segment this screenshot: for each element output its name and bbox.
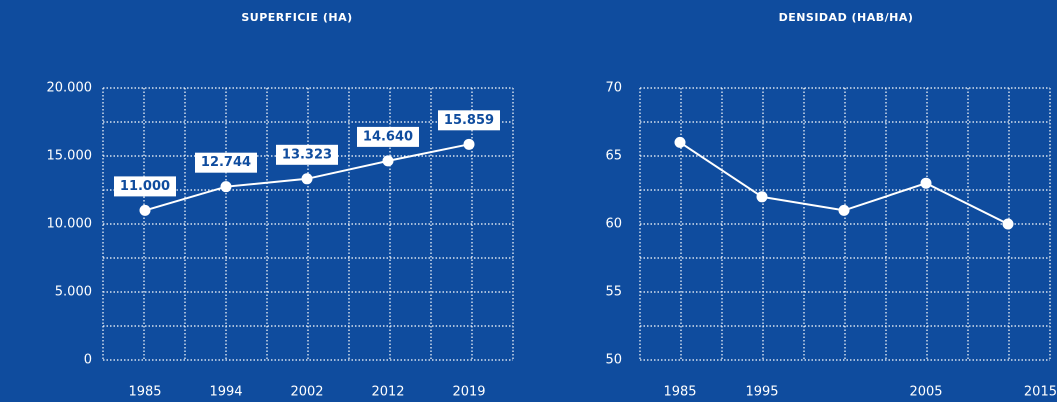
value-label: 14.640 [357,126,419,147]
y-tick-label: 55 [605,285,622,300]
chart-title: SUPERFICIE (HA) [241,11,352,24]
point [301,173,313,185]
point [756,191,768,203]
point [920,177,932,189]
x-tick-label: 2012 [371,385,404,400]
point [463,138,475,150]
y-tick-label: 5.000 [55,285,92,300]
value-label-box [438,110,500,131]
point [220,181,232,193]
value-label: 15.859 [438,110,500,131]
point [1002,218,1014,230]
value-label-text: 15.859 [444,113,494,128]
chart-title: DENSIDAD (HAB/HA) [779,11,914,24]
y-tick-label: 65 [605,149,622,164]
value-label: 13.323 [276,144,338,165]
y-tick-label: 10.000 [47,217,93,232]
point [382,155,394,167]
y-tick-label: 20.000 [47,81,93,96]
x-tick-label: 1994 [209,385,242,400]
x-tick-label: 2015 [1024,385,1057,400]
y-tick-label: 0 [84,353,92,368]
point [674,136,686,148]
value-label-box [114,176,176,197]
value-label-box [195,152,257,173]
x-tick-label: 2019 [452,385,485,400]
x-tick-label: 2002 [290,385,323,400]
y-tick-label: 70 [605,81,622,96]
point [838,204,850,216]
y-tick-label: 50 [605,353,622,368]
value-label-text: 12.744 [201,155,251,170]
value-label: 11.000 [114,176,176,197]
value-label: 12.744 [195,152,257,173]
value-label-box [357,126,419,147]
y-tick-label: 60 [605,217,622,232]
x-tick-label: 1985 [663,385,696,400]
x-tick-label: 1995 [745,385,778,400]
y-tick-label: 15.000 [47,149,93,164]
x-tick-label: 1985 [128,385,161,400]
value-label-text: 13.323 [282,147,332,162]
value-label-text: 11.000 [120,179,170,194]
point [139,204,151,216]
x-tick-label: 2005 [909,385,942,400]
value-label-box [276,144,338,165]
value-label-text: 14.640 [363,129,413,144]
